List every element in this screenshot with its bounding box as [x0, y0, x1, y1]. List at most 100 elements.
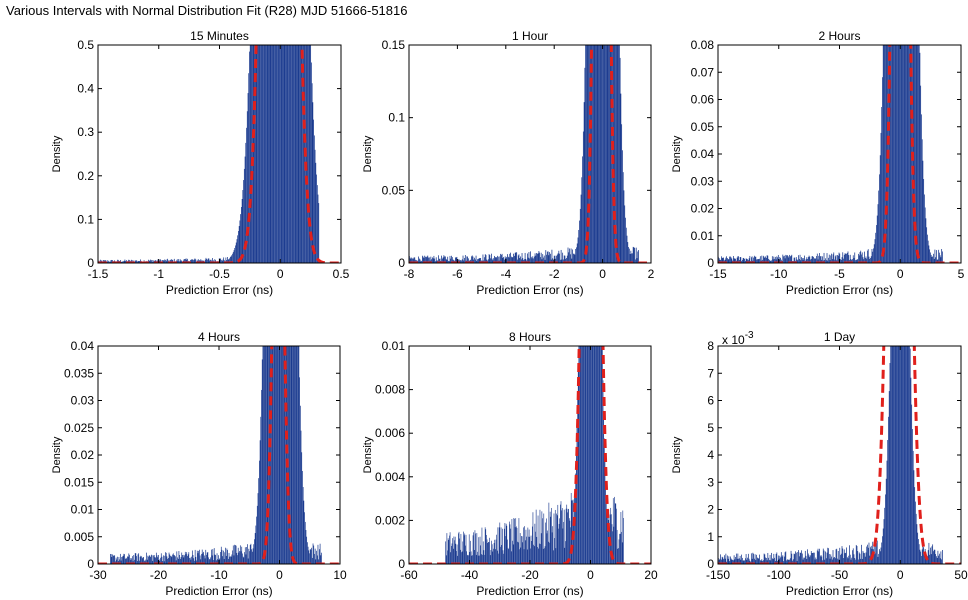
histogram-bar: [294, 45, 295, 263]
histogram-bar: [516, 252, 518, 263]
histogram-bar: [540, 543, 541, 564]
histogram-bar: [804, 557, 805, 564]
histogram-bar: [497, 527, 499, 564]
histogram-bar: [798, 258, 800, 263]
histogram-bar: [619, 57, 621, 263]
histogram-bar: [916, 45, 918, 263]
histogram-bar: [181, 552, 183, 564]
histogram-bar: [306, 536, 308, 564]
histogram-bar: [885, 494, 886, 564]
y-tick-label: 7: [707, 366, 714, 380]
histogram-bar: [136, 556, 137, 564]
histogram-bar: [786, 255, 788, 263]
histogram-bar: [860, 558, 862, 564]
histogram-bar: [201, 549, 203, 564]
histogram-bar: [864, 251, 865, 263]
histogram-bar: [477, 555, 479, 564]
histogram-bar: [295, 346, 297, 564]
histogram-bar: [148, 259, 149, 263]
histogram-bar: [279, 346, 281, 564]
histogram-bar: [503, 553, 504, 564]
histogram-bar: [902, 346, 904, 564]
histogram-bar: [781, 556, 783, 564]
histogram-bar: [906, 45, 907, 263]
histogram-bar: [771, 260, 772, 263]
histogram-bar: [610, 507, 612, 564]
histogram-bar: [612, 498, 614, 564]
histogram-bar: [560, 249, 562, 263]
histogram-bar: [184, 551, 186, 564]
histogram-bar: [615, 503, 617, 564]
histogram-bar: [934, 249, 936, 263]
histogram-bar: [165, 259, 166, 263]
histogram-bar: [762, 259, 763, 263]
histogram-bar: [293, 346, 295, 564]
histogram-bar: [793, 257, 795, 263]
axes-box: [408, 44, 652, 264]
histogram-bar: [899, 346, 901, 564]
histogram-bar: [753, 553, 754, 564]
histogram-bar: [597, 346, 599, 564]
histogram-bar: [729, 256, 731, 263]
histogram-bar: [147, 555, 149, 564]
histogram-bar: [816, 256, 817, 263]
histogram-bar: [257, 493, 259, 564]
histogram-bar: [546, 518, 547, 564]
histogram-bar: [112, 555, 114, 564]
histogram-bar: [488, 542, 489, 564]
histogram-bar: [592, 45, 594, 263]
histogram-bar: [798, 550, 799, 564]
histogram-bar: [887, 440, 889, 564]
histogram-bar: [413, 257, 415, 263]
x-axis-label: Prediction Error (ns): [786, 283, 893, 297]
histogram-bar: [496, 534, 497, 564]
histogram-bar: [531, 258, 533, 263]
histogram-bar: [603, 411, 605, 564]
histogram-bar: [938, 555, 940, 564]
histogram-bar: [775, 259, 777, 263]
histogram-bar: [606, 45, 608, 263]
histogram-bar: [278, 346, 279, 564]
histogram-bar: [436, 260, 438, 263]
histogram-bar: [258, 45, 260, 263]
histogram-bar: [446, 533, 448, 564]
histogram-bar: [780, 557, 781, 564]
histogram-bar: [501, 544, 503, 564]
histogram-bar: [110, 554, 112, 564]
histogram-bar: [555, 258, 557, 263]
histogram-bar: [134, 553, 136, 564]
histogram-bar: [149, 555, 151, 564]
histogram-bar: [468, 534, 470, 564]
x-tick-label: -8: [404, 267, 415, 281]
histogram-bar: [170, 555, 171, 564]
histogram-bar: [718, 258, 720, 263]
histogram-bar: [204, 558, 206, 564]
histogram-bar: [932, 256, 934, 263]
histogram-bar: [921, 139, 923, 263]
histogram-bar: [473, 259, 475, 263]
histogram-bar: [256, 45, 258, 263]
histogram-bar: [908, 346, 910, 564]
histogram-bar: [271, 45, 273, 263]
histogram-bar: [608, 509, 610, 564]
figure-title: Various Intervals with Normal Distributi…: [6, 3, 408, 18]
histogram-bar: [551, 507, 552, 564]
histogram-bar: [233, 555, 235, 564]
histogram-bar: [523, 527, 524, 564]
y-tick-label: 0.035: [64, 366, 94, 380]
histogram-bar: [941, 249, 943, 263]
histogram-bar: [526, 549, 528, 564]
histogram-bar: [462, 541, 464, 564]
histogram-bar: [431, 257, 433, 263]
histogram-bar: [221, 549, 223, 564]
histogram-bar: [882, 528, 884, 564]
histogram-bar: [521, 253, 523, 263]
histogram-bar: [930, 254, 932, 263]
histogram-bar: [929, 249, 931, 263]
histogram-bar: [207, 552, 209, 564]
histogram-bar: [834, 256, 836, 263]
histogram-bar: [900, 346, 902, 564]
histogram-bar: [558, 528, 559, 564]
histogram-bar: [546, 254, 547, 263]
